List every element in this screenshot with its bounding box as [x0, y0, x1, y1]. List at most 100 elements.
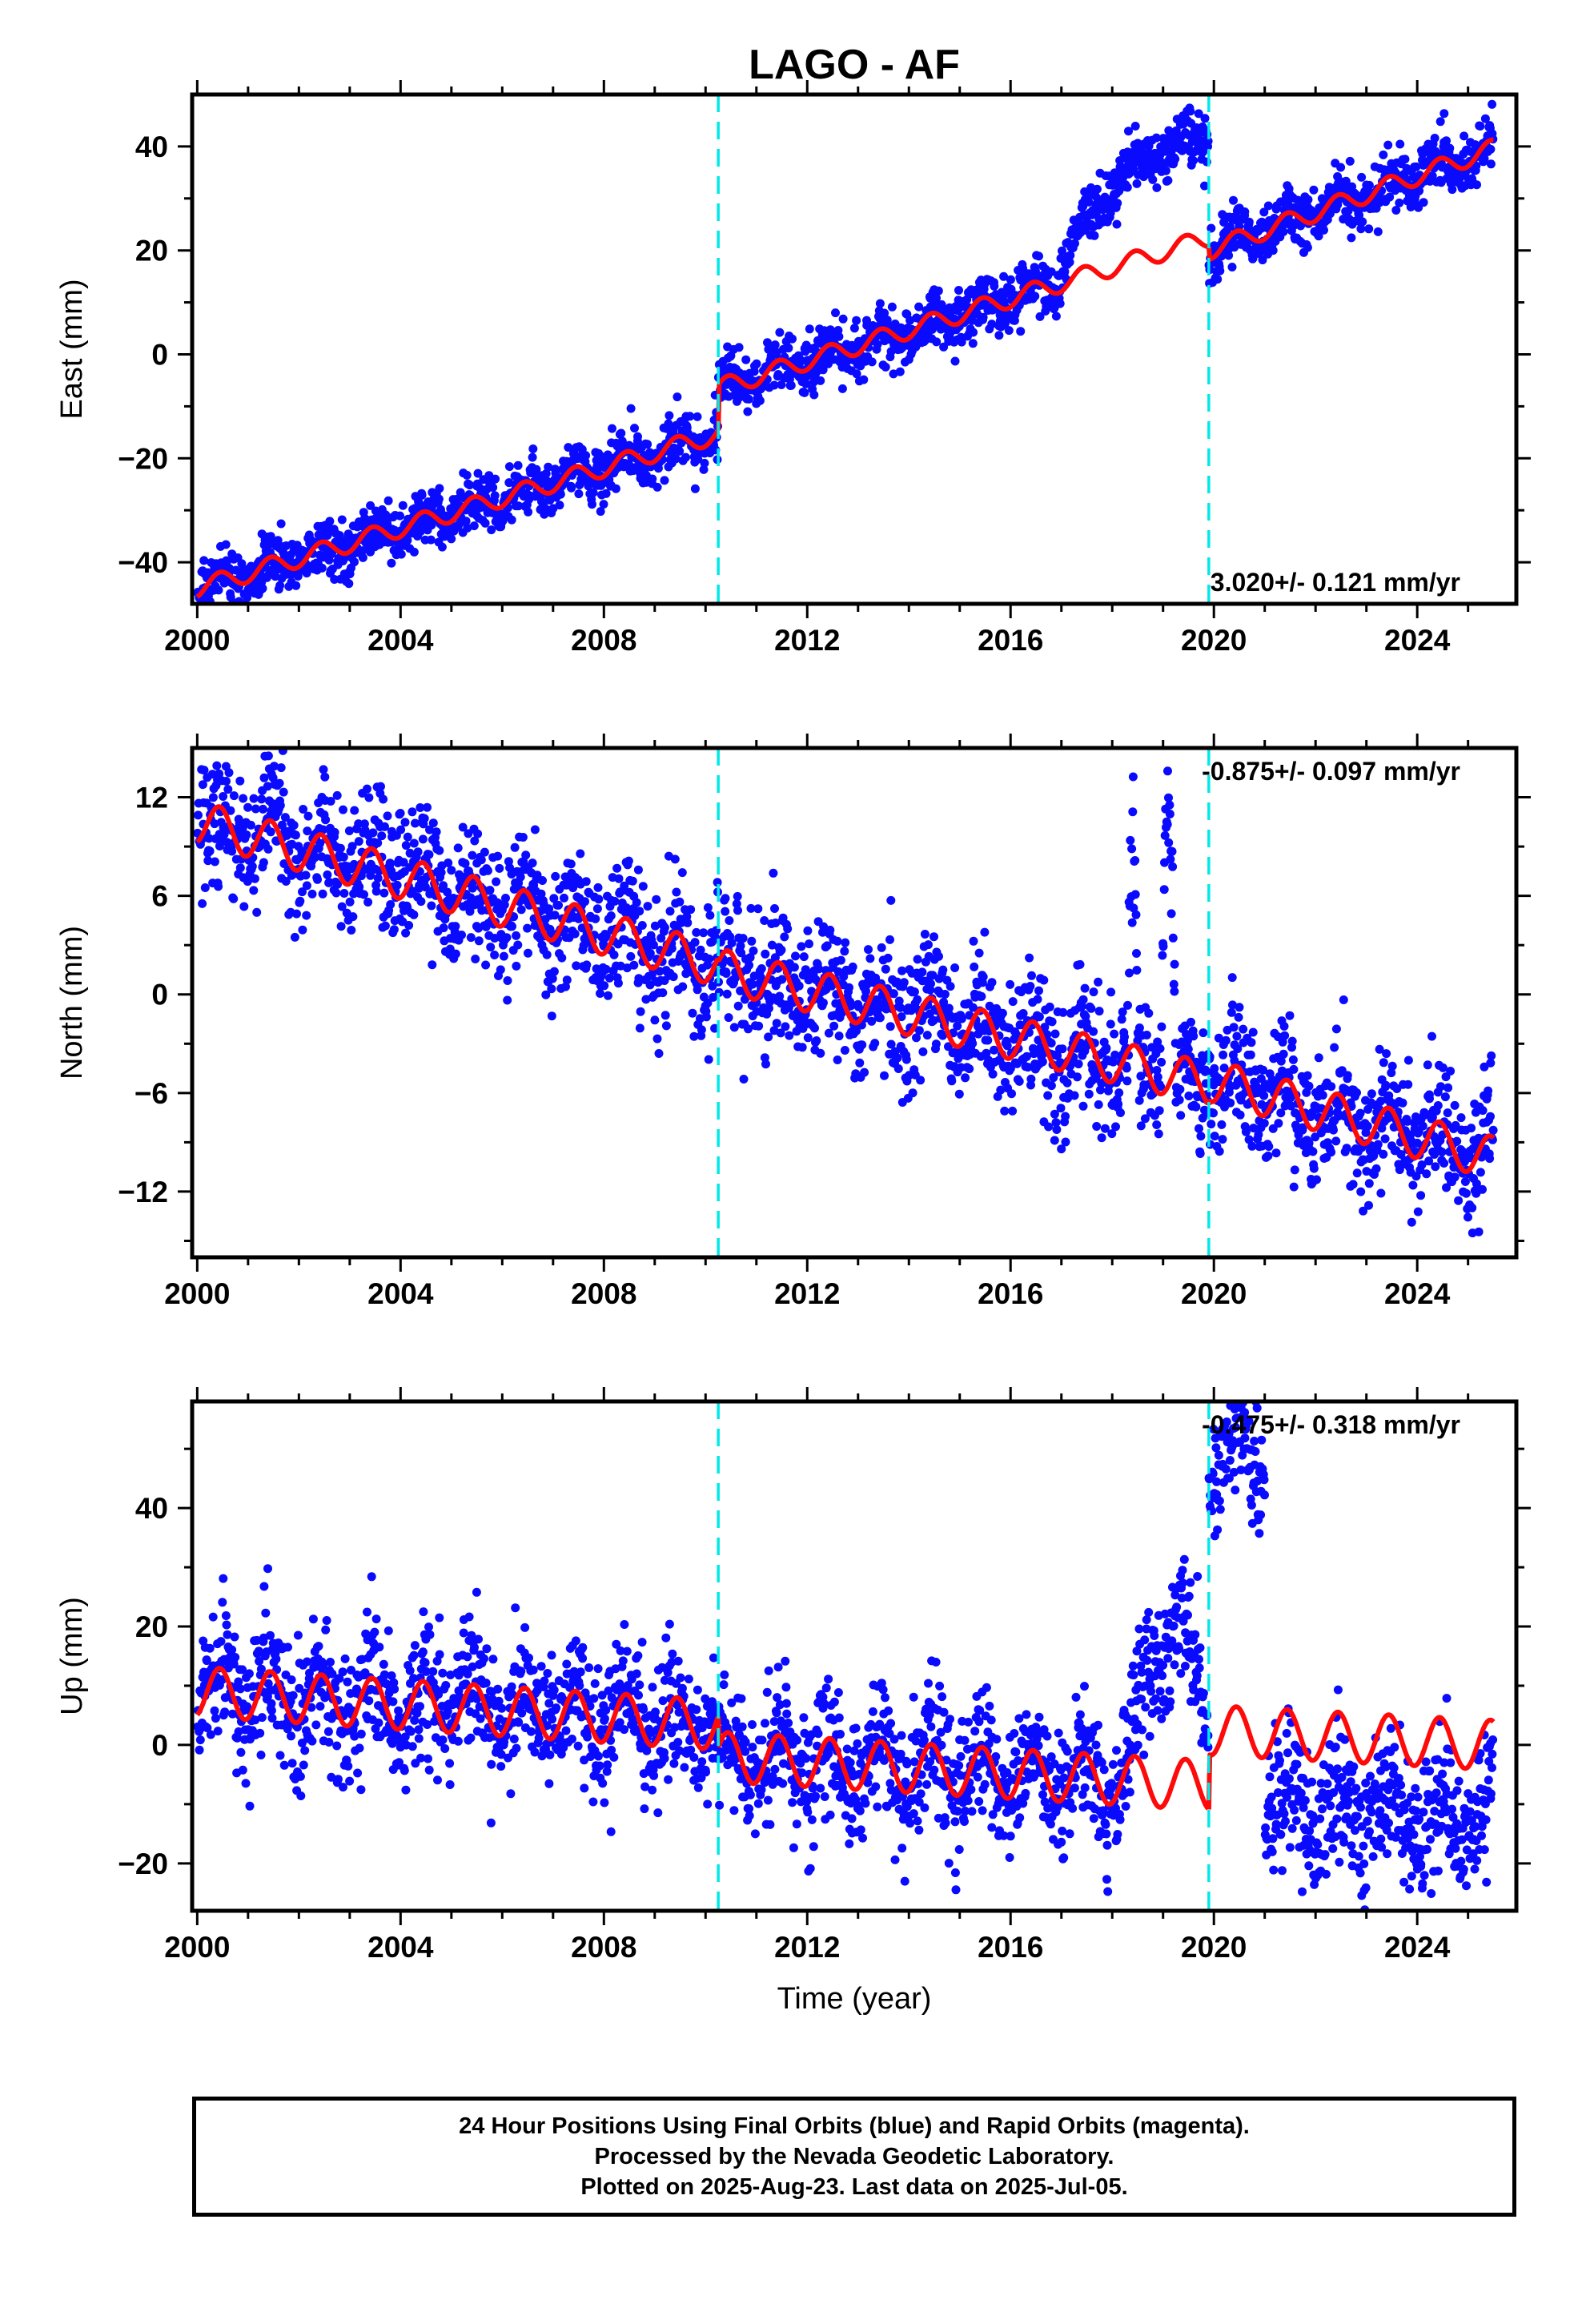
data-point	[1488, 1125, 1498, 1135]
data-point	[616, 428, 626, 438]
data-point	[1472, 1179, 1481, 1188]
data-point	[626, 951, 636, 961]
data-point	[1248, 1027, 1258, 1037]
data-point	[325, 517, 335, 526]
data-point	[978, 972, 988, 982]
data-point	[838, 314, 848, 324]
data-point	[1191, 1102, 1201, 1112]
data-point	[930, 932, 938, 942]
data-point	[337, 515, 347, 525]
data-point	[803, 1033, 813, 1043]
data-point	[383, 811, 392, 821]
data-point	[292, 909, 301, 919]
data-point	[1026, 1074, 1036, 1084]
data-point	[420, 883, 430, 892]
data-point	[803, 926, 813, 935]
data-point	[744, 1024, 753, 1034]
data-point	[990, 281, 999, 291]
data-point	[495, 863, 504, 873]
data-point	[432, 827, 441, 837]
data-point	[1131, 910, 1141, 919]
data-point	[721, 907, 730, 916]
data-point	[840, 947, 849, 956]
data-point	[249, 794, 259, 803]
data-point	[769, 380, 779, 390]
data-point	[469, 521, 479, 531]
data-point	[1379, 150, 1388, 159]
data-point	[470, 836, 480, 846]
data-point	[1157, 1057, 1166, 1067]
data-point	[969, 328, 978, 337]
data-point	[809, 377, 818, 387]
data-point	[881, 362, 890, 372]
data-point	[1008, 1106, 1018, 1116]
data-point	[1127, 844, 1137, 854]
data-point	[404, 921, 414, 930]
data-point	[957, 337, 966, 347]
data-point	[1279, 1049, 1288, 1059]
data-point	[1331, 1024, 1341, 1034]
data-point	[302, 881, 311, 891]
data-point	[379, 794, 388, 804]
data-point	[665, 907, 675, 916]
data-point	[344, 826, 354, 835]
data-point	[807, 987, 817, 996]
data-point	[1373, 1140, 1383, 1149]
data-point	[772, 1019, 781, 1028]
data-point	[200, 883, 210, 892]
data-point	[1379, 1149, 1388, 1159]
data-point	[970, 962, 979, 971]
data-point	[222, 777, 231, 786]
data-point	[818, 998, 828, 1007]
data-point	[210, 819, 219, 829]
data-point	[458, 822, 468, 832]
data-point	[302, 911, 311, 920]
data-point	[1355, 1108, 1365, 1118]
data-point	[1207, 223, 1216, 233]
data-point	[1110, 1050, 1120, 1059]
data-point	[235, 863, 245, 873]
data-point	[696, 945, 705, 955]
data-point	[699, 464, 709, 474]
data-point	[447, 534, 456, 544]
data-point	[1152, 183, 1162, 192]
x-tick-label: 2012	[774, 1277, 840, 1310]
data-point	[688, 1008, 697, 1018]
data-point	[1136, 1072, 1146, 1081]
data-point	[376, 782, 385, 791]
data-point	[867, 357, 877, 367]
data-point	[1061, 1112, 1070, 1121]
data-point	[550, 911, 560, 920]
data-point	[1094, 1007, 1104, 1016]
data-point	[724, 1013, 733, 1023]
data-point	[1014, 1076, 1024, 1086]
data-point	[791, 951, 800, 961]
data-point	[614, 874, 624, 883]
data-point	[1077, 1002, 1086, 1011]
data-point	[1274, 1119, 1283, 1128]
data-point	[1217, 1120, 1227, 1129]
data-point	[1094, 1100, 1103, 1109]
data-point	[1057, 1144, 1066, 1154]
data-point	[368, 828, 378, 838]
data-point	[733, 906, 742, 915]
data-point	[1189, 1031, 1199, 1041]
data-point	[298, 925, 307, 935]
data-point	[383, 496, 393, 505]
data-point	[810, 1023, 819, 1033]
data-point	[671, 454, 681, 464]
data-point	[593, 883, 603, 892]
data-point	[686, 905, 696, 915]
data-point	[1327, 1082, 1336, 1092]
data-point	[1166, 854, 1175, 864]
data-point	[775, 991, 785, 1001]
data-point	[275, 778, 284, 788]
data-point	[1089, 987, 1098, 997]
data-point	[249, 886, 259, 895]
data-point	[1186, 1017, 1195, 1027]
data-point	[1134, 1096, 1144, 1105]
data-point	[331, 888, 341, 898]
data-point	[1430, 134, 1439, 143]
data-point	[1364, 224, 1374, 234]
